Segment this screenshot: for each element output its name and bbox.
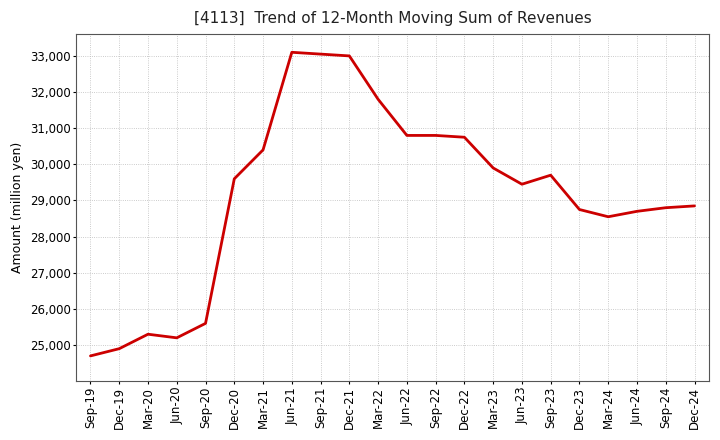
Title: [4113]  Trend of 12-Month Moving Sum of Revenues: [4113] Trend of 12-Month Moving Sum of R… bbox=[194, 11, 591, 26]
Y-axis label: Amount (million yen): Amount (million yen) bbox=[11, 142, 24, 273]
